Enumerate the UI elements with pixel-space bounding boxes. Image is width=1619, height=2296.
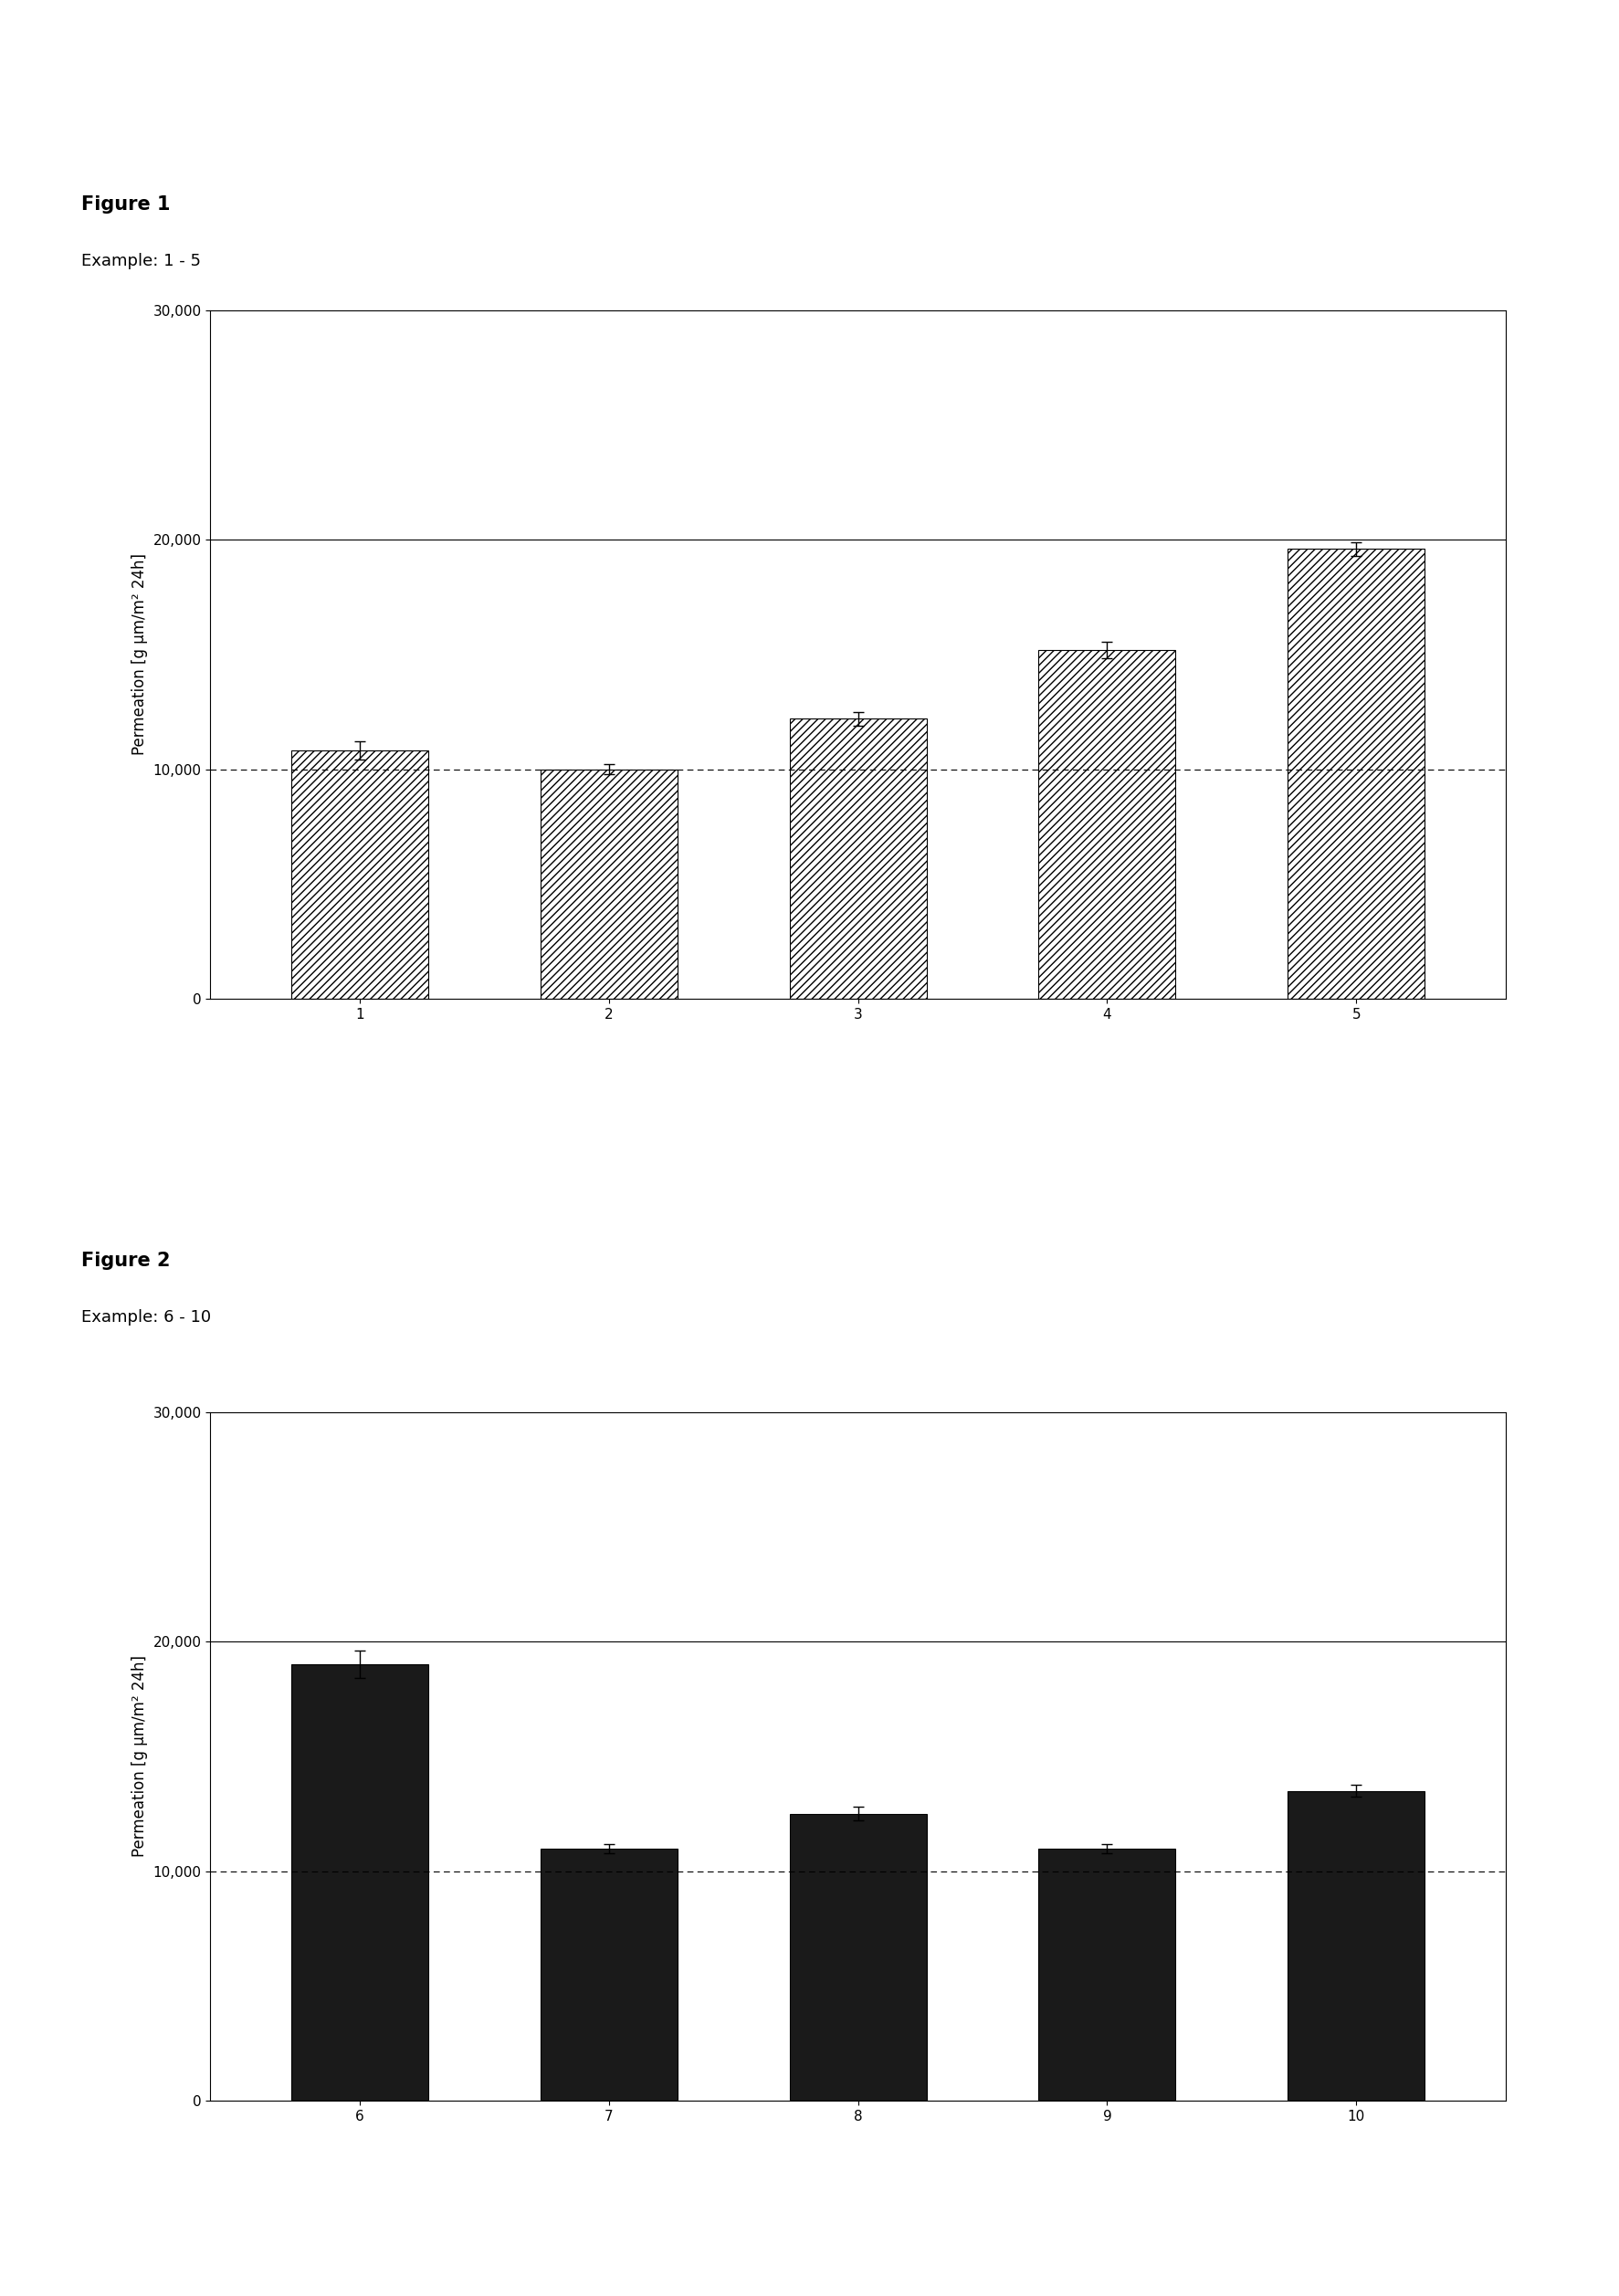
Bar	[1287, 1791, 1425, 2101]
Bar	[1039, 650, 1175, 999]
Text: Figure 2: Figure 2	[81, 1251, 170, 1270]
Bar	[291, 1665, 429, 2101]
Bar	[541, 1848, 677, 2101]
Y-axis label: Permeation [g μm/m² 24h]: Permeation [g μm/m² 24h]	[131, 1655, 147, 1857]
Bar	[790, 1814, 926, 2101]
Bar	[790, 719, 926, 999]
Text: Example: 1 - 5: Example: 1 - 5	[81, 253, 201, 269]
Text: Example: 6 - 10: Example: 6 - 10	[81, 1309, 210, 1325]
Y-axis label: Permeation [g μm/m² 24h]: Permeation [g μm/m² 24h]	[131, 553, 147, 755]
Bar	[1039, 1848, 1175, 2101]
Text: Figure 1: Figure 1	[81, 195, 170, 214]
Bar	[291, 751, 429, 999]
Bar	[1287, 549, 1425, 999]
Bar	[541, 769, 677, 999]
